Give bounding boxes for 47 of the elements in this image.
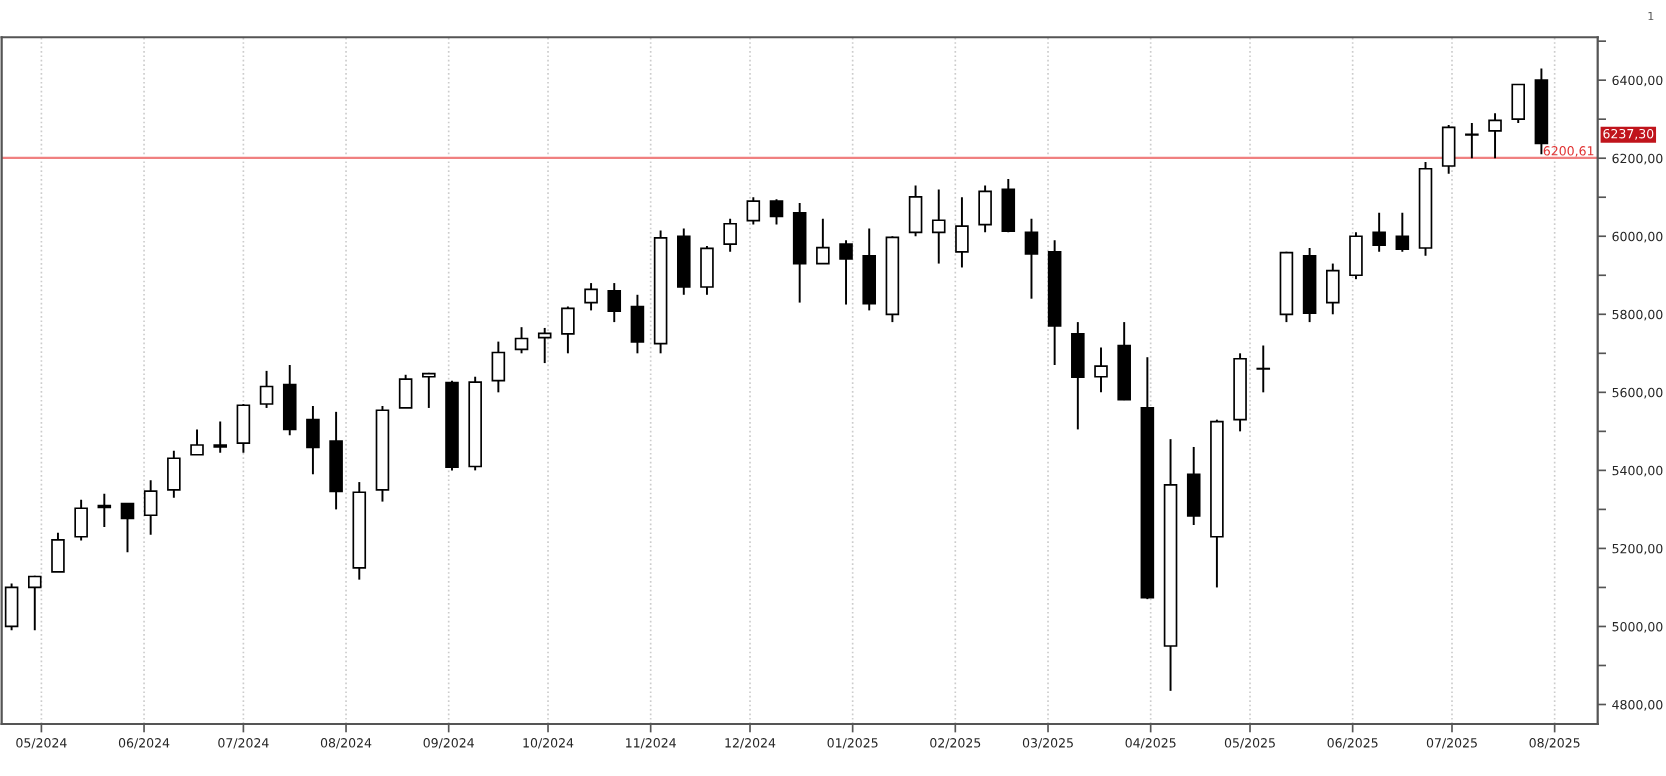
candlestick (584, 282, 598, 312)
candlestick (1256, 344, 1271, 394)
candlestick (723, 217, 737, 253)
candlestick (120, 502, 135, 554)
candlestick (955, 196, 969, 269)
candlestick (931, 188, 946, 265)
candlestick (282, 364, 297, 437)
candlestick (908, 184, 923, 238)
candlestick (213, 420, 228, 454)
candlestick (1441, 124, 1456, 175)
candlestick (1511, 83, 1526, 125)
candlestick (167, 449, 181, 499)
candlestick (1395, 211, 1410, 253)
candlestick (236, 403, 251, 454)
candlestick (259, 369, 274, 409)
candlestick (978, 184, 992, 234)
candlestick (700, 245, 714, 296)
candlestick (607, 282, 622, 324)
candlestick (746, 196, 761, 226)
candlestick (1094, 346, 1108, 394)
candlestick (422, 371, 436, 409)
candlestick (398, 373, 413, 409)
candlestick (306, 405, 320, 476)
candlestick (537, 326, 552, 365)
candlestick (561, 305, 575, 355)
candlestick (4, 582, 19, 632)
candlestick (1372, 211, 1386, 253)
candlestick (1024, 217, 1039, 300)
candlestick (491, 340, 506, 394)
candlestick (630, 293, 645, 355)
candlestick (839, 239, 853, 306)
candlestick (1349, 231, 1363, 281)
candlestick (1488, 112, 1502, 160)
candlestick (1071, 321, 1085, 431)
candlestick (51, 531, 65, 573)
candlestick (190, 428, 204, 456)
candlestick (143, 479, 158, 536)
candlestick (769, 198, 784, 226)
candlestick (74, 498, 88, 542)
candlestick (816, 217, 830, 265)
candlestick (1465, 122, 1479, 160)
candlestick (27, 574, 42, 632)
candlestick (514, 326, 529, 355)
candlestick (1001, 177, 1016, 234)
candlestick (862, 227, 877, 312)
candlestick (1186, 445, 1201, 526)
candlestick (1325, 262, 1340, 316)
